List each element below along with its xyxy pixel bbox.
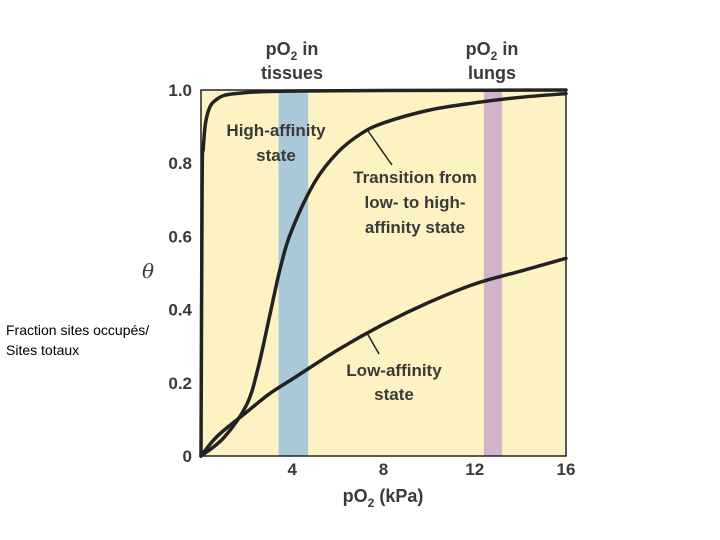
y-axis-label: θ [142,259,154,283]
x-tick-label: 16 [557,460,576,479]
y-tick-label: 0.6 [168,227,192,246]
x-tick-label: 12 [465,460,484,479]
y-axis-caption-line2: Sites totaux [6,342,80,358]
y-tick-label: 0.2 [168,374,192,393]
lungs-header-line2: lungs [468,63,516,83]
low-affinity-label-line1: Low-affinity [346,361,442,380]
y-tick-label: 0 [183,447,192,466]
transition-label-line2: low- to high- [364,193,465,212]
low-affinity-curve [199,256,568,458]
transition-label-line3: affinity state [365,218,465,237]
plot-background [201,90,566,456]
tissues-header-line2: tissues [261,63,323,83]
high-affinity-label-line2: state [256,146,296,165]
y-axis-caption-line1: Fraction sites occupés/ [6,322,150,338]
transition-curve [199,91,568,458]
transition-label-line1: Transition from [353,168,477,187]
lungs-band [483,90,503,456]
low-affinity-label-line2: state [374,385,414,404]
x-tick-label: 4 [288,460,298,479]
y-tick-label: 1.0 [168,81,192,100]
transition-leader-line [367,130,393,166]
y-tick-label: 0.8 [168,154,192,173]
x-tick-label: 8 [379,460,388,479]
tissues-band [278,90,309,456]
tissues-header: pO2 in [266,39,319,63]
high-affinity-label-line1: High-affinity [226,121,326,140]
x-axis-label: pO2 (kPa) [343,486,424,510]
lungs-header: pO2 in [466,39,519,63]
y-tick-label: 0.4 [168,301,192,320]
y-axis-caption: Fraction sites occupés/ Sites totaux [6,320,150,360]
low-affinity-leader-line [366,332,380,355]
plot-frame [200,89,567,457]
